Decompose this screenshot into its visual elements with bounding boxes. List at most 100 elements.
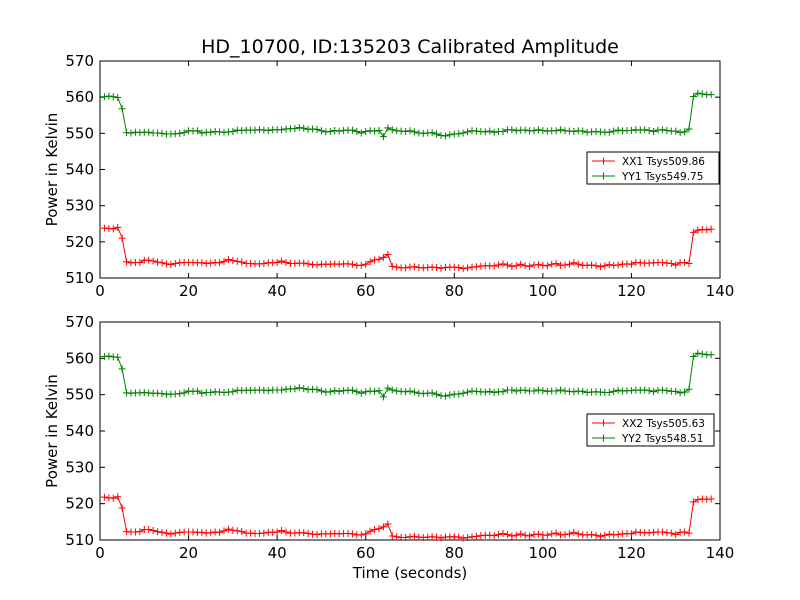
subplot2-series-2-point [375,387,383,395]
subplot2-series-1-point [273,528,281,536]
subplot2-legend-label: YY2 Tsys548.51 [621,433,703,445]
subplot1-legend-marker [600,172,607,180]
subplot2-series-2-point [406,387,414,395]
subplot2-series-1-point [410,532,418,540]
subplot1-series-2-point [105,92,113,100]
subplot2-legend-label: XX2 Tsys505.63 [622,418,705,430]
subplot2-series-1-point [282,528,290,536]
subplot1-series-1-point [681,258,689,266]
subplot2-series-1-point [543,531,551,539]
subplot2-x-tick-label: 120 [617,544,646,562]
subplot1-x-tick-label: 0 [95,282,105,300]
subplot1-y-tick-label: 520 [65,233,94,251]
subplot1-series-1-point [543,262,551,270]
subplot2-series-2-point [446,391,454,399]
subplot1-series-2-point [521,126,529,134]
subplot1-legend-label: YY1 Tsys549.75 [621,171,703,183]
chart-title: HD_10700, ID:135203 Calibrated Amplitude [201,36,619,58]
subplot1-series-2-point [114,94,122,102]
subplot1-series-2-point [681,128,689,136]
subplot2-series-1-point [561,531,569,539]
subplot2-series-2-point [158,390,166,398]
subplot1-x-tick-label: 100 [529,282,558,300]
subplot1-series-2-point [379,133,387,141]
subplot2-series-2-point [614,386,622,394]
subplot2-series-2-point [362,388,370,396]
subplot2-y-axis-label: Power in Kelvin [43,374,61,488]
subplot2-series-2-point [384,384,392,392]
subplot2-series-2-point [357,389,365,397]
subplot1-series-2-point [410,128,418,136]
subplot2-series-2-point [105,352,113,360]
subplot1-series-1-point [596,263,604,271]
subplot1-series-2-point [486,127,494,135]
subplot2-series-1-point [433,533,441,541]
subplot1-series-1-point [437,264,445,272]
subplot2-series-1-point [109,494,117,502]
subplot1-series-1-point [313,261,321,269]
subplot1-series-2-point [371,127,379,135]
subplot1-series-2-point [100,93,108,101]
subplot1-series-1-point [282,258,290,266]
subplot2-series-2-point [676,389,684,397]
subplot2-series-2-point [198,389,206,397]
subplot2-series-2-point [300,384,308,392]
subplot1-series-1-point [548,260,556,268]
subplot1-series-2-point [539,126,547,134]
subplot2-series-2-point [499,388,507,396]
subplot2-series-1-point [464,533,472,541]
subplot2-series-1-point [388,532,396,540]
subplot2-series-2-point [539,387,547,395]
subplot2-series-2-point [455,390,463,398]
subplot2-series-1-point [694,496,702,504]
subplot2-series-2-point [481,388,489,396]
subplot2-series-1-point [548,530,556,538]
subplot2-series-2-point [681,388,689,396]
subplot2-series-1-point [517,530,525,538]
subplot2-series-1-point [158,528,166,536]
subplot1-series-2-point [557,126,565,134]
subplot2-series-1-point [437,534,445,542]
subplot2-series-1-point [499,529,507,537]
subplot1-x-tick-label: 80 [445,282,464,300]
subplot2-series-2-point [353,388,361,396]
subplot2-series-2-point [176,390,184,398]
subplot1-legend-box [586,151,720,185]
subplot2-y-tick-label: 510 [65,531,94,549]
subplot1-series-1-point [689,228,697,236]
subplot2-series-1-point [601,531,609,539]
subplot2-x-tick-label: 40 [268,544,287,562]
subplot1-series-1-point [703,226,711,234]
subplot1-series-2-point [384,124,392,132]
x-axis-label: Time (seconds) [352,564,468,582]
subplot2-series-2-point [433,390,441,398]
subplot1-series-1-point [348,260,356,268]
subplot1-series-1-point [627,260,635,268]
subplot1-series-1-point [379,253,387,261]
subplot2-series-1-point [154,528,162,536]
subplot1-series-1-point [574,260,582,268]
subplot1-series-1-point [433,264,441,272]
subplot1-series-1-point [384,250,392,258]
subplot2-x-tick-label: 140 [706,544,735,562]
subplot2-series-1-point [689,498,697,506]
subplot2-series-1-point [526,532,534,540]
subplot1-series-2-point [459,129,467,137]
subplot1-series-1-point [672,261,680,269]
subplot1-series-1-point [464,264,472,272]
subplot2-series-1-point [371,525,379,533]
subplot1-x-tick-label: 120 [617,282,646,300]
subplot1-series-1-point [233,257,241,265]
subplot1-series-1-point [224,256,232,264]
subplot2-series-2-point [689,353,697,361]
subplot2-series-2-point [512,387,520,395]
subplot2-series-2-point [317,387,325,395]
subplot1-series-1-point [118,234,126,242]
subplot1-series-1-point [685,260,693,268]
subplot1-series-2-point [641,126,649,134]
subplot2-series-1-point [455,533,463,541]
subplot1-series-1-point [362,260,370,268]
subplot1-series-1-point [162,260,170,268]
subplot2-series-2-point [552,387,560,395]
subplot2-series-1-point [362,530,370,538]
